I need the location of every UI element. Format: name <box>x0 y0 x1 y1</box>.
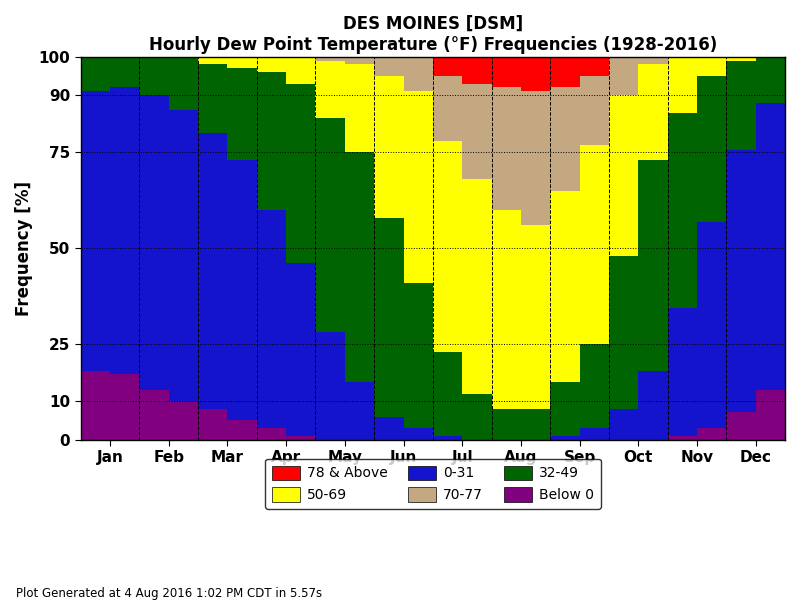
Bar <box>110 57 139 88</box>
Bar <box>638 57 668 64</box>
Bar <box>579 76 609 145</box>
Bar <box>433 436 462 440</box>
Bar <box>550 436 579 440</box>
Bar <box>433 141 462 352</box>
Bar <box>579 428 609 440</box>
Bar <box>286 436 315 440</box>
Bar <box>521 409 550 440</box>
Bar <box>198 57 227 64</box>
Legend: 78 & Above, 50-69, 0-31, 70-77, 32-49, Below 0: 78 & Above, 50-69, 0-31, 70-77, 32-49, B… <box>265 459 601 509</box>
Bar <box>609 95 638 256</box>
Bar <box>491 57 521 88</box>
Bar <box>139 95 169 390</box>
Bar <box>315 61 345 118</box>
Bar <box>257 72 286 210</box>
Bar <box>110 88 139 374</box>
Bar <box>550 88 579 191</box>
Bar <box>169 401 198 440</box>
Bar <box>403 91 433 283</box>
Bar <box>286 263 315 436</box>
Bar <box>198 133 227 409</box>
Bar <box>169 110 198 401</box>
Bar <box>638 371 668 440</box>
Bar <box>433 352 462 436</box>
Bar <box>198 409 227 440</box>
Bar <box>403 283 433 428</box>
Bar <box>198 64 227 133</box>
Bar <box>521 57 550 91</box>
Bar <box>726 149 756 412</box>
Bar <box>81 57 110 91</box>
Bar <box>227 421 257 440</box>
Bar <box>462 394 491 440</box>
Bar <box>315 118 345 332</box>
Bar <box>227 68 257 160</box>
Bar <box>81 371 110 440</box>
Bar <box>697 222 726 428</box>
Bar <box>227 160 257 421</box>
Bar <box>638 64 668 160</box>
Bar <box>433 57 462 76</box>
Bar <box>579 344 609 428</box>
Bar <box>374 76 403 218</box>
Bar <box>286 57 315 83</box>
Bar <box>257 57 286 72</box>
Bar <box>726 412 756 440</box>
Bar <box>697 57 726 76</box>
Bar <box>726 57 756 61</box>
Bar <box>315 57 345 61</box>
Bar <box>462 83 491 179</box>
Bar <box>756 103 785 390</box>
Bar <box>110 374 139 440</box>
Bar <box>491 88 521 210</box>
Bar <box>521 225 550 409</box>
Bar <box>462 179 491 394</box>
Bar <box>257 210 286 428</box>
Title: DES MOINES [DSM]
Hourly Dew Point Temperature (°F) Frequencies (1928-2016): DES MOINES [DSM] Hourly Dew Point Temper… <box>149 15 717 54</box>
Text: Plot Generated at 4 Aug 2016 1:02 PM CDT in 5.57s: Plot Generated at 4 Aug 2016 1:02 PM CDT… <box>16 587 322 600</box>
Bar <box>374 218 403 416</box>
Bar <box>139 57 169 95</box>
Bar <box>345 64 374 152</box>
Bar <box>169 57 198 110</box>
Bar <box>668 113 697 308</box>
Bar <box>462 57 491 83</box>
Y-axis label: Frequency [%]: Frequency [%] <box>15 181 33 316</box>
Bar <box>227 57 257 68</box>
Bar <box>756 57 785 103</box>
Bar <box>668 308 697 436</box>
Bar <box>491 409 521 440</box>
Bar <box>579 57 609 76</box>
Bar <box>521 91 550 225</box>
Bar <box>286 83 315 263</box>
Bar <box>403 428 433 440</box>
Bar <box>403 57 433 91</box>
Bar <box>609 409 638 440</box>
Bar <box>433 76 462 141</box>
Bar <box>491 210 521 409</box>
Bar <box>550 191 579 382</box>
Bar <box>668 57 697 113</box>
Bar <box>579 145 609 344</box>
Bar <box>257 428 286 440</box>
Bar <box>81 91 110 371</box>
Bar <box>697 428 726 440</box>
Bar <box>697 76 726 222</box>
Bar <box>609 256 638 409</box>
Bar <box>756 390 785 440</box>
Bar <box>374 416 403 440</box>
Bar <box>550 382 579 436</box>
Bar <box>345 382 374 440</box>
Bar <box>315 332 345 440</box>
Bar <box>550 57 579 88</box>
Bar <box>139 390 169 440</box>
Bar <box>609 57 638 95</box>
Bar <box>668 436 697 440</box>
Bar <box>345 152 374 382</box>
Bar <box>374 57 403 76</box>
Bar <box>345 57 374 64</box>
Bar <box>726 61 756 149</box>
Bar <box>638 160 668 371</box>
